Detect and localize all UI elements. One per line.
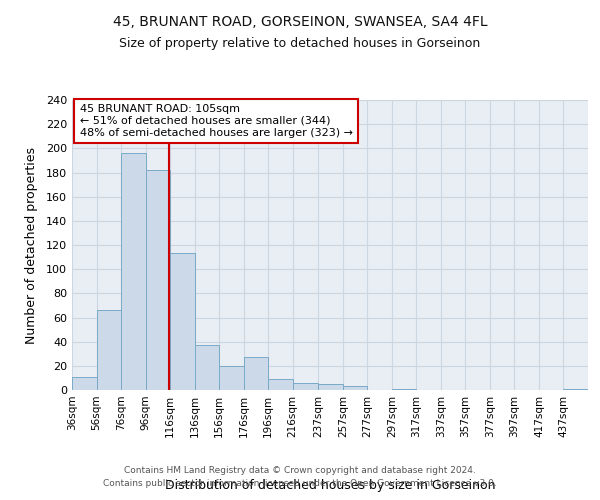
Bar [293, 383, 319, 390]
Bar [170, 254, 194, 390]
Y-axis label: Number of detached properties: Number of detached properties [25, 146, 38, 344]
Text: 45, BRUNANT ROAD, GORSEINON, SWANSEA, SA4 4FL: 45, BRUNANT ROAD, GORSEINON, SWANSEA, SA… [113, 15, 487, 29]
Bar [343, 386, 367, 390]
Text: Size of property relative to detached houses in Gorseinon: Size of property relative to detached ho… [119, 38, 481, 51]
Bar [219, 366, 244, 390]
Bar [72, 376, 97, 390]
Bar [194, 346, 219, 390]
Bar [244, 358, 268, 390]
Bar [121, 153, 146, 390]
Bar [97, 310, 121, 390]
Bar [563, 389, 588, 390]
Bar [268, 379, 293, 390]
Text: 45 BRUNANT ROAD: 105sqm
← 51% of detached houses are smaller (344)
48% of semi-d: 45 BRUNANT ROAD: 105sqm ← 51% of detache… [80, 104, 353, 138]
Bar [146, 170, 170, 390]
X-axis label: Distribution of detached houses by size in Gorseinon: Distribution of detached houses by size … [165, 478, 495, 492]
Text: Contains HM Land Registry data © Crown copyright and database right 2024.
Contai: Contains HM Land Registry data © Crown c… [103, 466, 497, 487]
Bar [319, 384, 343, 390]
Bar [392, 389, 416, 390]
